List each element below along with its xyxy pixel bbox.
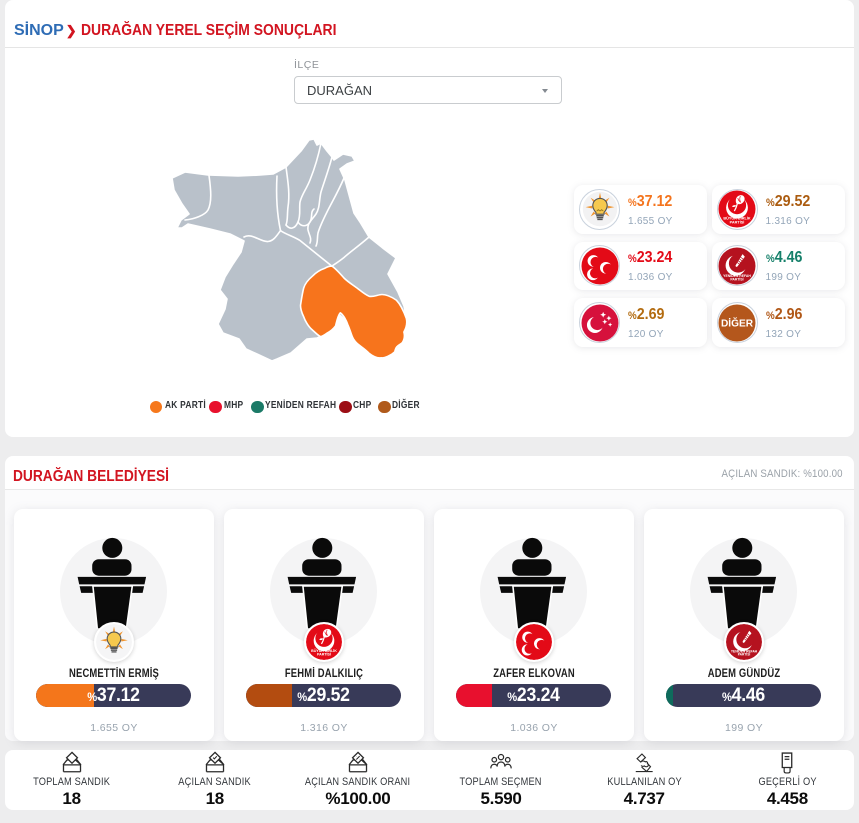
- svg-text:PARTİSİ: PARTİSİ: [317, 653, 331, 657]
- svg-text:PARTİSİ: PARTİSİ: [730, 276, 743, 281]
- svg-text:DİĞER: DİĞER: [721, 316, 754, 329]
- svg-text:PARTİSİ: PARTİSİ: [730, 221, 745, 225]
- svg-text:YENİDEN REFAH: YENİDEN REFAH: [731, 648, 758, 653]
- svg-text:PARTİSİ: PARTİSİ: [738, 652, 751, 657]
- svg-text:BÜYÜK BİRLİK: BÜYÜK BİRLİK: [723, 216, 750, 221]
- svg-text:BÜYÜK BİRLİK: BÜYÜK BİRLİK: [311, 648, 337, 653]
- svg-text:YENİDEN REFAH: YENİDEN REFAH: [723, 273, 751, 278]
